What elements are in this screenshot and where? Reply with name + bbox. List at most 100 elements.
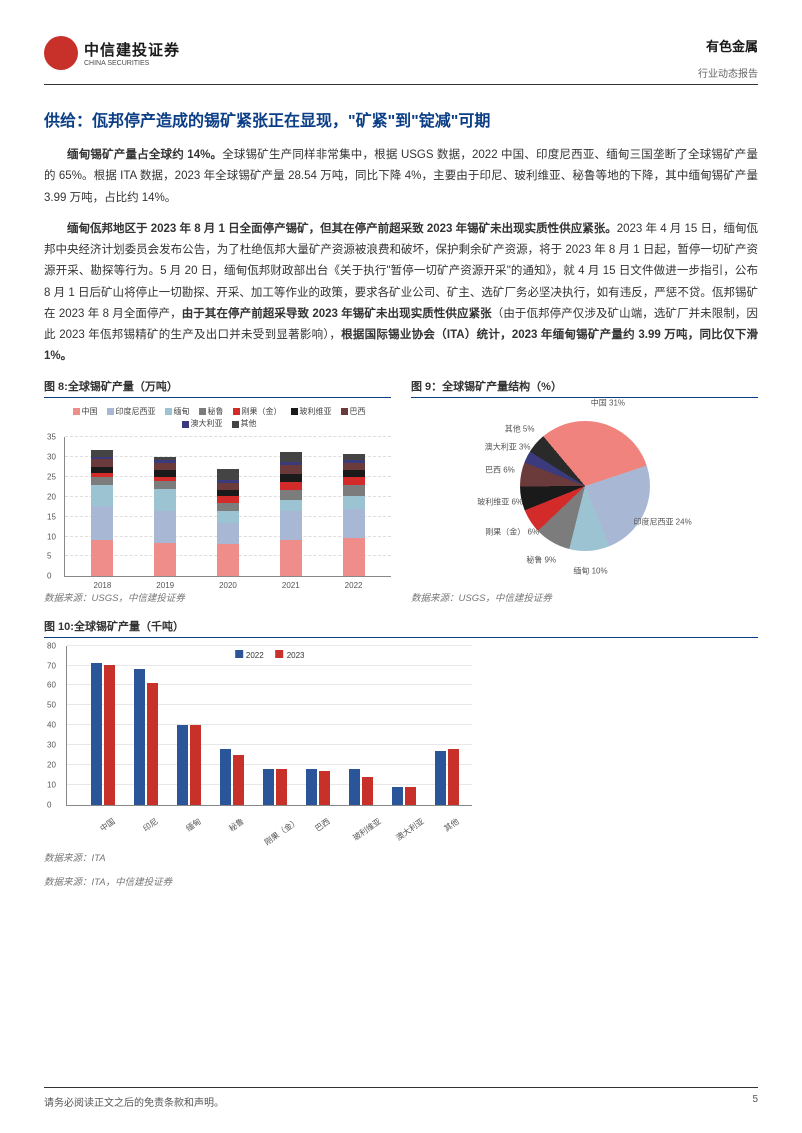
x-label: 巴西 xyxy=(313,816,332,834)
bar xyxy=(276,769,287,805)
bar xyxy=(220,749,231,805)
page-footer: 请务必阅读正文之后的免责条款和声明。 5 xyxy=(44,1087,758,1109)
chart10-source: 数据来源：ITA xyxy=(44,850,758,864)
legend-item: 中国 xyxy=(70,407,98,416)
bar-segment xyxy=(91,485,113,507)
body-paragraph: 缅甸锡矿产量占全球约 14%。全球锡矿生产同样非常集中，根据 USGS 数据，2… xyxy=(44,145,758,209)
bar xyxy=(319,771,330,805)
chart8-source: 数据来源：USGS，中信建投证券 xyxy=(44,590,391,604)
bar-segment xyxy=(280,465,302,474)
bar-segment xyxy=(217,469,239,480)
bar xyxy=(104,665,115,805)
legend-item: 秘鲁 xyxy=(196,407,224,416)
pie-label: 澳大利亚 3% xyxy=(485,442,531,453)
x-label: 2020 xyxy=(219,581,237,590)
bar-segment xyxy=(154,489,176,511)
x-label: 2018 xyxy=(93,581,111,590)
text-run: 缅甸佤邦地区于 2023 年 8 月 1 日全面停产锡矿，但其在停产前超采致 2… xyxy=(67,223,617,235)
bar-segment xyxy=(280,540,302,576)
y-tick: 20 xyxy=(47,760,56,769)
bar-group: 玻利维亚 xyxy=(349,769,373,805)
bar xyxy=(362,777,373,805)
bar xyxy=(448,749,459,805)
bar-segment xyxy=(154,470,176,477)
bar-segment xyxy=(91,459,113,466)
x-label: 秘鲁 xyxy=(227,816,246,834)
y-tick: 10 xyxy=(47,780,56,789)
y-tick: 35 xyxy=(47,433,56,442)
chart10-title: 图 10:全球锡矿产量（千吨） xyxy=(44,618,758,638)
bar-segment xyxy=(343,538,365,576)
legend-item: 玻利维亚 xyxy=(288,407,332,416)
x-label: 印尼 xyxy=(140,816,159,834)
header-right: 有色金属 行业动态报告 xyxy=(698,36,758,80)
bar-segment xyxy=(91,450,113,457)
bar-segment xyxy=(154,463,176,470)
bar-segment xyxy=(343,496,365,508)
bar xyxy=(177,725,188,805)
stacked-bar: 2022 xyxy=(343,454,365,577)
bar-segment xyxy=(280,500,302,511)
x-label: 澳大利亚 xyxy=(394,816,427,843)
bar-group: 其他 xyxy=(435,749,459,805)
x-label: 缅甸 xyxy=(183,816,202,834)
pie-label: 玻利维亚 6% xyxy=(477,497,523,508)
stacked-bar: 2021 xyxy=(280,452,302,576)
bar xyxy=(134,669,145,805)
chart10-container: 图 10:全球锡矿产量（千吨） 20222023 010203040506070… xyxy=(44,618,758,888)
gridline xyxy=(67,744,472,745)
header-report-type: 行业动态报告 xyxy=(698,65,758,80)
bar-segment xyxy=(217,496,239,503)
footer-disclaimer: 请务必阅读正文之后的免责条款和声明。 xyxy=(44,1094,224,1109)
gridline xyxy=(67,704,472,705)
x-label: 2021 xyxy=(282,581,300,590)
bar-group: 印尼 xyxy=(134,669,158,805)
bar-segment xyxy=(343,509,365,539)
page-header: 中信建投证券 CHINA SECURITIES 有色金属 行业动态报告 xyxy=(44,36,758,85)
legend-item: 2022 xyxy=(235,650,264,660)
bar-segment xyxy=(280,452,302,462)
y-tick: 60 xyxy=(47,681,56,690)
y-tick: 25 xyxy=(47,472,56,481)
pie-label: 缅甸 10% xyxy=(573,566,607,577)
chart9-plot: 中国 31%印度尼西亚 24%缅甸 10%秘鲁 9%刚果（金） 6%玻利维亚 6… xyxy=(411,406,758,586)
stacked-bar: 2020 xyxy=(217,469,239,577)
chart8-container: 图 8:全球锡矿产量（万吨） 中国印度尼西亚缅甸秘鲁刚果（金）玻利维亚巴西澳大利… xyxy=(44,378,391,604)
logo-icon xyxy=(44,36,78,70)
bar xyxy=(392,787,403,805)
legend-item: 2023 xyxy=(276,650,305,660)
x-label: 中国 xyxy=(97,816,116,834)
report-page: 中信建投证券 CHINA SECURITIES 有色金属 行业动态报告 供给：佤… xyxy=(0,0,802,1133)
bar-segment xyxy=(217,544,239,576)
chart10-bars: 20222023 01020304050607080中国印尼缅甸秘鲁刚果（金）巴… xyxy=(66,646,472,806)
stacked-bar: 2019 xyxy=(154,457,176,576)
bar xyxy=(233,755,244,805)
bar-segment xyxy=(217,503,239,511)
bar-group: 缅甸 xyxy=(177,725,201,805)
bar-segment xyxy=(280,474,302,482)
pie-label: 巴西 6% xyxy=(485,465,515,476)
chart10-source2: 数据来源：ITA，中信建投证券 xyxy=(44,874,758,888)
bar-segment xyxy=(343,463,365,470)
y-tick: 50 xyxy=(47,701,56,710)
y-tick: 80 xyxy=(47,641,56,650)
bar xyxy=(190,725,201,805)
bar-segment xyxy=(217,511,239,523)
bar xyxy=(91,663,102,805)
bar-segment xyxy=(343,485,365,497)
logo-block: 中信建投证券 CHINA SECURITIES xyxy=(44,36,180,70)
bar-group: 中国 xyxy=(91,663,115,805)
logo-text-en: CHINA SECURITIES xyxy=(84,60,180,67)
gridline xyxy=(67,724,472,725)
y-tick: 0 xyxy=(47,800,51,809)
bar xyxy=(435,751,446,805)
charts-row-1: 图 8:全球锡矿产量（万吨） 中国印度尼西亚缅甸秘鲁刚果（金）玻利维亚巴西澳大利… xyxy=(44,378,758,604)
bar-segment xyxy=(91,540,113,576)
bar-group: 秘鲁 xyxy=(220,749,244,805)
logo-text-cn: 中信建投证券 xyxy=(84,39,180,60)
legend-item: 其他 xyxy=(229,419,257,428)
bar-segment xyxy=(154,481,176,489)
bar-segment xyxy=(343,477,365,484)
gridline xyxy=(67,645,472,646)
pie-label: 中国 31% xyxy=(591,397,625,408)
